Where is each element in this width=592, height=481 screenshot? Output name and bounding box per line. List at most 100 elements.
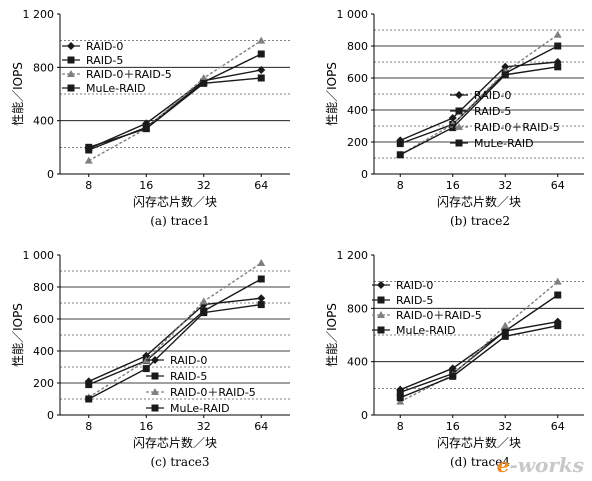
- data-point: [501, 327, 509, 335]
- x-tick-label: 64: [551, 179, 565, 192]
- data-point: [554, 291, 562, 299]
- data-point: [554, 63, 562, 71]
- legend-marker: [67, 84, 75, 92]
- data-point: [396, 394, 404, 402]
- legend-label: RAID-5: [474, 105, 511, 118]
- y-axis-label: 性能／IOPS: [11, 62, 25, 126]
- legend-marker: [151, 372, 159, 380]
- legend-label: RAID-5: [86, 54, 123, 67]
- data-point: [257, 301, 265, 309]
- data-point: [449, 124, 457, 132]
- legend-label: RAID-0: [86, 40, 123, 53]
- legend-label: RAID-0＋RAID-5: [396, 309, 482, 322]
- legend-marker: [377, 281, 385, 289]
- data-point: [501, 71, 509, 79]
- legend-label: MuLe-RAID: [86, 82, 146, 95]
- y-tick-label: 600: [347, 72, 368, 85]
- series-line: [88, 262, 262, 398]
- series-4: [85, 301, 265, 403]
- data-point: [396, 388, 404, 396]
- data-point: [448, 114, 457, 122]
- series-4: [396, 322, 562, 402]
- x-tick-label: 16: [139, 420, 153, 433]
- series-line: [88, 278, 262, 386]
- y-tick-label: 0: [47, 409, 54, 422]
- x-tick-label: 32: [197, 179, 211, 192]
- y-tick-label: 800: [33, 281, 54, 294]
- watermark-logo: e-works: [496, 453, 584, 477]
- data-point: [553, 277, 562, 285]
- data-point: [199, 74, 208, 81]
- data-point: [554, 42, 562, 50]
- x-tick-label: 32: [197, 420, 211, 433]
- chart-caption: (c) trace3: [150, 455, 209, 469]
- legend-marker: [377, 326, 385, 334]
- y-axis-label: 性能／IOPS: [325, 62, 339, 126]
- data-point: [501, 62, 510, 71]
- x-tick-label: 8: [85, 179, 92, 192]
- chart-panel-1: 0 400 800 1 200 8 16 32 64 闪存芯片数／块 性能／IOPS (a) tra…: [11, 8, 290, 228]
- data-point: [85, 381, 93, 389]
- x-tick-label: 8: [397, 179, 404, 192]
- legend-label: RAID-0＋RAID-5: [170, 386, 256, 399]
- y-tick-label: 400: [347, 356, 368, 369]
- data-point: [554, 322, 562, 330]
- x-axis-label: 闪存芯片数／块: [437, 194, 521, 209]
- y-tick-label: 0: [361, 409, 368, 422]
- x-tick-label: 32: [498, 420, 512, 433]
- legend-marker: [151, 388, 159, 395]
- y-tick-label: 400: [33, 115, 54, 128]
- legend-label: RAID-0＋RAID-5: [474, 121, 560, 134]
- legend-marker: [377, 311, 385, 318]
- data-point: [200, 79, 208, 87]
- legend-label: RAID-5: [170, 370, 207, 383]
- series-line: [88, 40, 262, 162]
- data-point: [396, 140, 404, 148]
- series-line: [400, 294, 559, 393]
- legend-label: RAID-5: [396, 294, 433, 307]
- chart-panel-3: 0 200 400 600 800 1 000 8 16 32 64 闪存芯片数／块 性能／IOPS (…: [11, 249, 290, 469]
- legend-label: RAID-0＋RAID-5: [86, 68, 172, 81]
- y-tick-label: 1 200: [23, 8, 55, 21]
- legend-marker: [455, 123, 463, 130]
- series-line: [88, 77, 262, 148]
- legend-marker: [67, 56, 75, 64]
- series-line: [399, 34, 559, 156]
- y-tick-label: 600: [33, 313, 54, 326]
- data-point: [142, 365, 150, 373]
- x-tick-label: 8: [85, 420, 92, 433]
- legend-label: MuLe-RAID: [170, 402, 230, 415]
- data-point: [257, 74, 265, 82]
- y-tick-label: 1 000: [23, 249, 55, 262]
- data-point: [85, 395, 93, 403]
- series-line: [399, 324, 558, 399]
- x-tick-label: 64: [254, 179, 268, 192]
- series-line: [399, 61, 558, 142]
- data-point: [396, 151, 404, 159]
- x-axis-label: 闪存芯片数／块: [133, 435, 217, 450]
- x-axis-label: 闪存芯片数／块: [133, 194, 217, 209]
- y-tick-label: 800: [347, 302, 368, 315]
- data-point: [257, 36, 266, 44]
- x-tick-label: 16: [446, 420, 460, 433]
- legend-marker: [67, 70, 75, 77]
- y-tick-label: 200: [347, 136, 368, 149]
- data-point: [257, 50, 265, 58]
- chart-panel-4: 0 400 800 1 200 8 16 32 64 闪存芯片数／块 性能／IOPS (d) tra…: [325, 249, 584, 469]
- legend-marker: [455, 107, 463, 115]
- series-line: [399, 281, 559, 403]
- legend-marker: [455, 139, 463, 147]
- y-tick-label: 0: [47, 168, 54, 181]
- series-line: [399, 66, 558, 156]
- data-point: [85, 143, 93, 151]
- data-point: [553, 30, 562, 38]
- data-point: [200, 309, 208, 317]
- y-tick-label: 1 200: [337, 249, 369, 262]
- data-point: [501, 332, 509, 340]
- legend-marker: [151, 356, 159, 364]
- legend-label: MuLe-RAID: [474, 137, 534, 150]
